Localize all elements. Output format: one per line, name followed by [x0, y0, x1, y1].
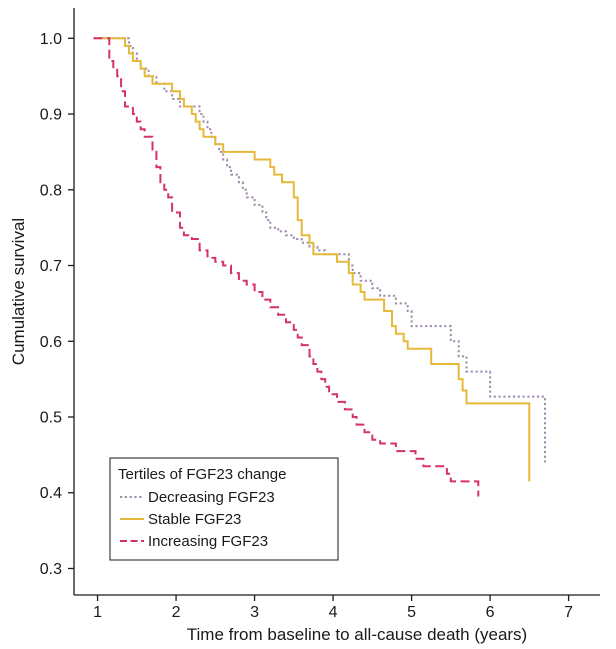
- series-layer: [93, 37, 546, 497]
- series-line-increasing-fgf23: [93, 37, 480, 497]
- series-line-decreasing-fgf23: [93, 37, 546, 463]
- x-axis-ticks: 1 2 3 4 5 6 7: [93, 595, 573, 621]
- legend-label: Increasing FGF23: [148, 533, 268, 550]
- y-tick-label: 0.4: [40, 485, 62, 502]
- x-axis-label: Time from baseline to all-cause death (y…: [187, 625, 527, 644]
- y-tick-label: 1.0: [40, 31, 62, 48]
- legend-box: [109, 457, 339, 561]
- x-tick-label: 5: [407, 604, 416, 621]
- x-tick-label: 7: [564, 604, 573, 621]
- x-tick-label: 3: [250, 604, 259, 621]
- y-tick-label: 0.6: [40, 334, 62, 351]
- y-tick-label: 0.9: [40, 107, 62, 124]
- x-tick-label: 2: [172, 604, 181, 621]
- y-tick-label: 0.5: [40, 410, 62, 427]
- legend: Tertiles of FGF23 change Decreasing FGF2…: [109, 457, 339, 561]
- legend-items: Decreasing FGF23 Stable FGF23 Increasing F…: [120, 489, 275, 550]
- y-tick-label: 0.8: [40, 182, 62, 199]
- x-tick-label: 1: [93, 604, 102, 621]
- y-tick-label: 0.3: [40, 561, 62, 578]
- legend-title: Tertiles of FGF23 change: [118, 466, 286, 483]
- y-tick-label: 0.7: [40, 258, 62, 275]
- legend-label: Stable FGF23: [148, 511, 241, 528]
- series-line-stable-fgf23: [93, 37, 531, 482]
- y-axis-ticks: 0.3 0.4 0.5 0.6 0.7 0.8 0.9 1.0: [40, 31, 74, 578]
- x-tick-label: 6: [486, 604, 495, 621]
- x-tick-label: 4: [329, 604, 338, 621]
- y-axis-label: Cumulative survival: [9, 218, 28, 365]
- legend-label: Decreasing FGF23: [148, 489, 275, 506]
